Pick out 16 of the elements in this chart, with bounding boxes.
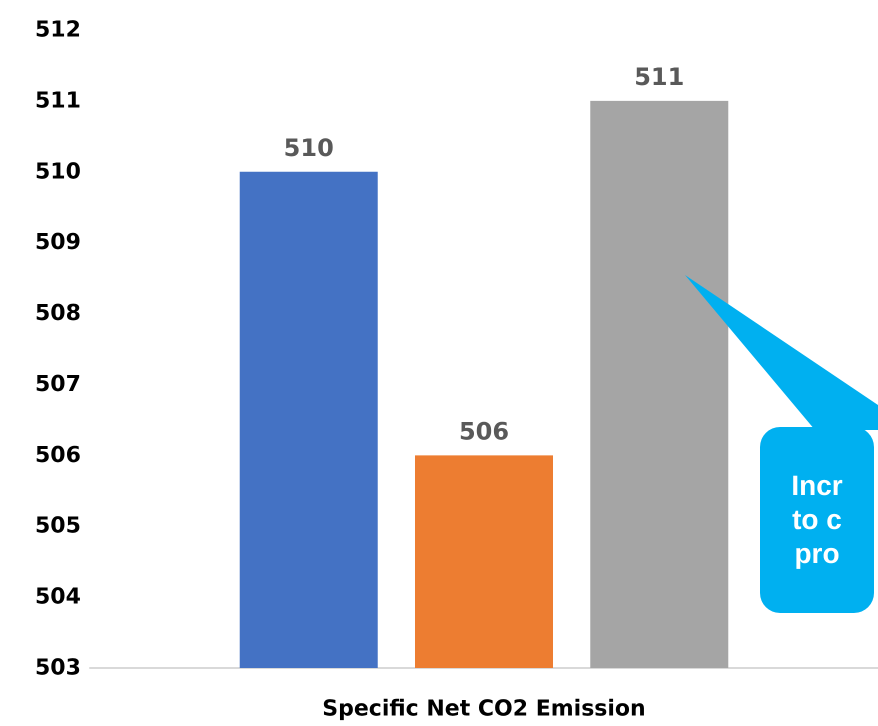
y-tick-label: 506 (35, 442, 81, 468)
y-tick-label: 507 (35, 372, 81, 397)
y-tick-label: 503 (35, 656, 81, 680)
y-tick-label: 508 (35, 301, 81, 326)
speech-bubble: Incr to c pro (683, 273, 878, 613)
y-tick-label: 511 (35, 88, 81, 114)
y-tick-label: 509 (35, 230, 81, 256)
y-tick-label: 510 (35, 159, 81, 184)
data-label: 511 (634, 62, 684, 91)
annotation: Incr to c pro (760, 427, 874, 613)
data-label: 510 (284, 134, 334, 162)
y-tick-label: 504 (35, 584, 81, 610)
x-axis-title: Specific Net CO2 Emission (322, 696, 646, 722)
y-tick-label: 505 (35, 514, 81, 539)
y-tick-label: 512 (35, 18, 81, 42)
data-label: 506 (458, 417, 510, 446)
